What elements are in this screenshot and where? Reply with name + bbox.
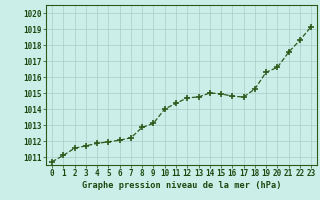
X-axis label: Graphe pression niveau de la mer (hPa): Graphe pression niveau de la mer (hPa): [82, 181, 281, 190]
